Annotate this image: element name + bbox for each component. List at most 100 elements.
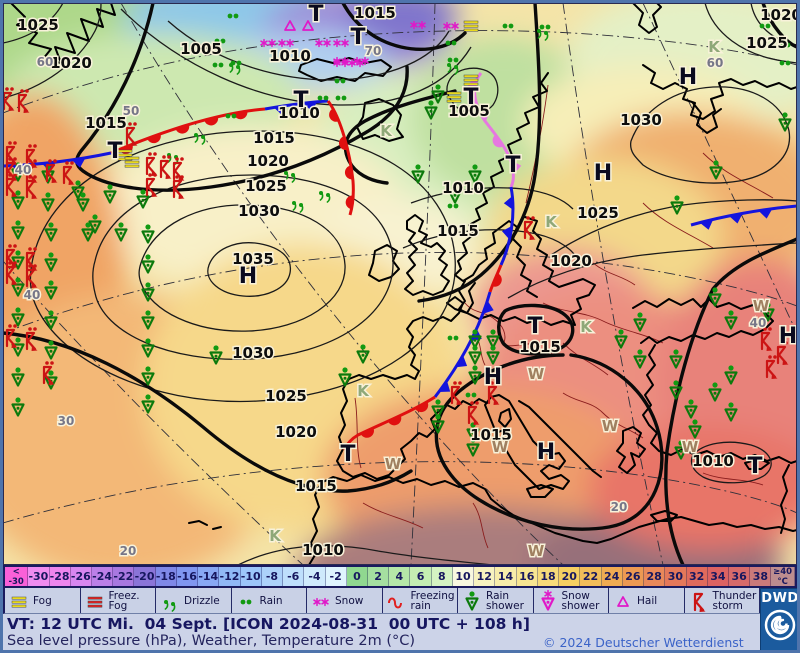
sn-symbol — [353, 56, 369, 66]
dz-symbol — [284, 171, 296, 183]
isobars — [3, 3, 797, 567]
svg-text:H: H — [594, 161, 612, 186]
rs-icon — [465, 590, 479, 611]
scale-cell: 22 — [580, 567, 602, 586]
svg-text:70: 70 — [365, 44, 382, 58]
copyright-text: © 2024 Deutscher Wetterdienst — [543, 635, 744, 650]
th-symbol — [172, 175, 185, 199]
sh-symbol — [71, 180, 85, 200]
svg-text:K: K — [708, 38, 721, 56]
th-symbol — [765, 355, 778, 379]
sn-symbol — [260, 38, 276, 48]
scale-cell: 20 — [559, 567, 581, 586]
dz-symbol — [319, 191, 331, 203]
valid-time-text: VT: 12 UTC Mi. 04 Sept. [ICON 2024-08-31… — [7, 615, 530, 633]
scale-cell: -28 — [49, 567, 71, 586]
sh-symbol — [448, 184, 462, 204]
sh-symbol — [76, 192, 90, 212]
sh-symbol — [136, 189, 150, 209]
legend-label: Fog — [33, 594, 52, 607]
sh-symbol — [338, 367, 352, 387]
svg-text:1025: 1025 — [17, 16, 59, 34]
ra-symbol — [447, 57, 459, 63]
svg-text:T: T — [463, 85, 478, 110]
svg-text:T: T — [293, 88, 308, 113]
legend-item-fr: Freezing rain — [383, 588, 458, 613]
svg-text:1020: 1020 — [50, 54, 92, 72]
scale-cell: 38 — [750, 567, 772, 586]
svg-text:60: 60 — [707, 56, 724, 70]
svg-text:K: K — [580, 318, 593, 336]
scale-cell: < -30 — [5, 567, 29, 587]
th-symbol — [5, 173, 18, 197]
scale-cell: 10 — [452, 567, 475, 586]
dwd-logo: DWD — [760, 588, 799, 650]
svg-text:1015: 1015 — [85, 114, 127, 132]
th-symbol — [25, 327, 38, 351]
ra-symbol — [80, 60, 92, 66]
fg-symbol — [463, 20, 479, 32]
svg-text:1030: 1030 — [238, 202, 280, 220]
th-symbol — [693, 592, 705, 612]
sh-symbol — [761, 302, 775, 322]
dwd-logo-text: DWD — [761, 591, 799, 606]
svg-text:1010: 1010 — [692, 452, 734, 470]
sh-symbol — [424, 100, 438, 120]
sh-symbol — [724, 365, 738, 385]
th-symbol — [467, 401, 480, 425]
legend-label: Snow — [335, 594, 364, 607]
svg-text:1015: 1015 — [437, 222, 479, 240]
dz-symbol — [292, 201, 304, 213]
weather-symbols — [3, 13, 792, 460]
rs-symbol — [465, 590, 479, 611]
sh-symbol — [44, 222, 58, 242]
sh-symbol — [44, 280, 58, 300]
cold-front — [433, 291, 492, 398]
th-symbol — [5, 244, 18, 268]
sh-symbol — [614, 329, 628, 349]
ra-symbol — [240, 599, 251, 604]
scale-cell: -2 — [325, 567, 347, 586]
sn-symbol — [333, 38, 349, 48]
ff-icon — [87, 596, 102, 607]
svg-text:1035: 1035 — [232, 250, 274, 268]
ra-symbol — [502, 23, 514, 29]
legend-label: Drizzle — [184, 594, 220, 607]
ra-symbol — [334, 78, 346, 84]
svg-text:1010: 1010 — [269, 47, 311, 65]
svg-text:1005: 1005 — [448, 102, 490, 120]
sh-symbol — [468, 164, 482, 184]
th-symbol — [172, 157, 185, 181]
legend-item-ha: Hail — [609, 588, 685, 613]
th-symbol — [45, 159, 58, 183]
scale-cell: -6 — [283, 567, 305, 586]
svg-text:1010: 1010 — [302, 541, 344, 559]
th-symbol — [25, 264, 38, 288]
sh-symbol — [431, 84, 445, 104]
legend-item-dz: Drizzle — [156, 588, 232, 613]
svg-text:H: H — [239, 264, 257, 289]
pressure-labels: 1025 1020 1015 1005 1010 1010 1015 1015 1020 1025… — [16, 3, 797, 561]
fg-symbol — [11, 596, 27, 607]
svg-text:W: W — [682, 438, 699, 456]
svg-text:1005: 1005 — [180, 40, 222, 58]
sn-symbol — [410, 20, 426, 30]
sh-symbol — [708, 287, 722, 307]
sh-symbol — [468, 365, 482, 385]
sh-symbol — [141, 338, 155, 358]
caption-area: VT: 12 UTC Mi. 04 Sept. [ICON 2024-08-31… — [3, 614, 760, 650]
svg-text:T: T — [308, 3, 323, 27]
sh-symbol — [103, 184, 117, 204]
sh-symbol — [11, 307, 25, 327]
fronts — [3, 72, 797, 451]
svg-text:1030: 1030 — [620, 111, 662, 129]
svg-text:W: W — [528, 542, 545, 560]
scale-cell: -20 — [134, 567, 156, 586]
svg-text:T: T — [340, 442, 355, 467]
dz-symbol — [447, 63, 459, 75]
scale-cell: -18 — [155, 567, 177, 586]
fr-symbol — [387, 597, 402, 608]
svg-text:40: 40 — [750, 316, 767, 330]
sh-symbol — [11, 367, 25, 387]
